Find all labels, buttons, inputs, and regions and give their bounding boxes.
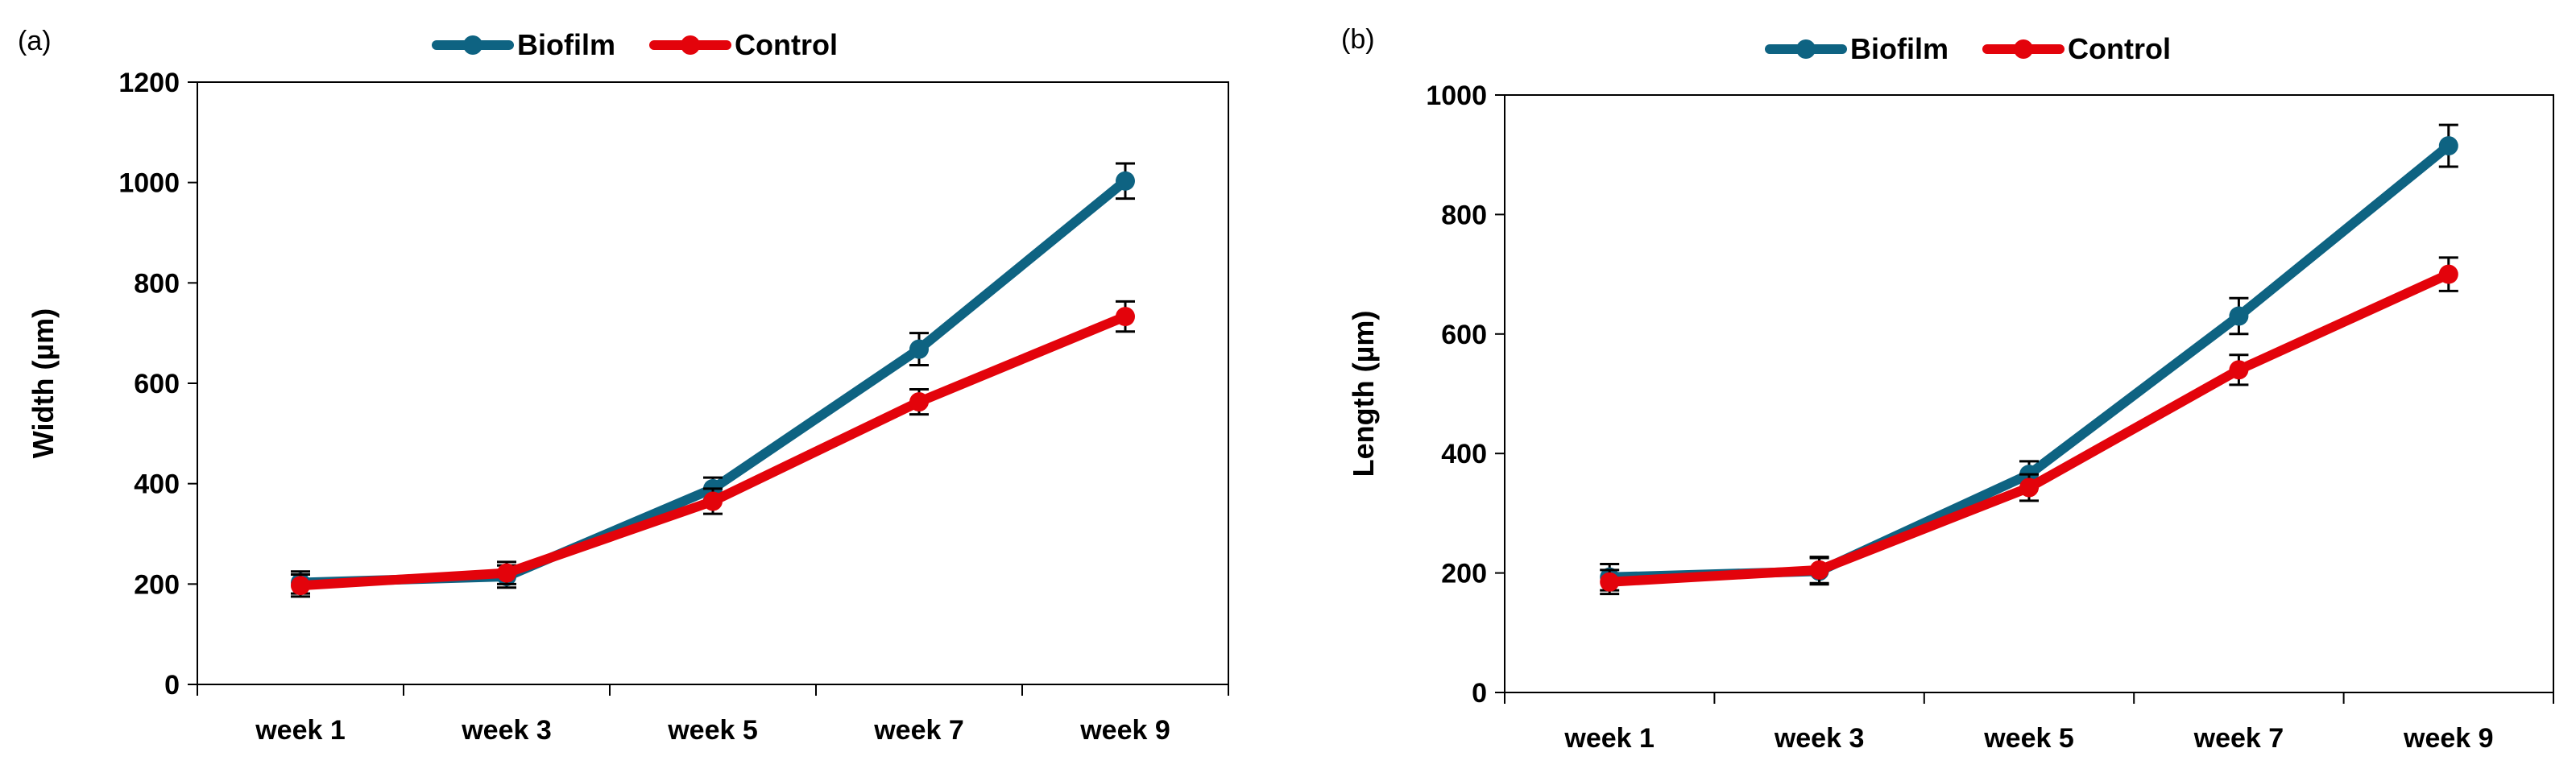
control-point [703, 491, 723, 511]
panel-label: (b) [1341, 24, 1375, 55]
y-tick-label: 0 [164, 670, 180, 701]
x-tick-label: week 3 [1774, 723, 1865, 754]
control-line [296, 312, 1130, 591]
control-point [909, 392, 929, 412]
y-tick-label: 200 [134, 569, 180, 600]
y-tick-label: 200 [1441, 559, 1487, 589]
x-tick-label: week 9 [2403, 723, 2494, 754]
plot-frame [197, 81, 1229, 685]
control-point [1600, 572, 1620, 592]
chart-panel-1: (a) 0 200 400 600 800 1000 1200 week 1 week 3 week… [18, 26, 1229, 746]
y-tick-label: 600 [134, 369, 180, 399]
biofilm-point [909, 339, 929, 359]
panel-label: (a) [18, 26, 52, 56]
biofilm-line [296, 176, 1130, 588]
series-biofilm [1600, 123, 2458, 592]
control-point [2438, 264, 2458, 284]
x-tick-label: week 1 [1563, 723, 1655, 754]
legend-marker-control [681, 35, 700, 55]
y-tick-label: 1000 [1426, 81, 1487, 111]
y-axis-label: Width (µm) [27, 308, 60, 458]
control-point [497, 563, 516, 583]
control-point [1809, 560, 1829, 580]
y-tick-label: 1200 [118, 68, 180, 98]
legend-marker-biofilm [463, 35, 482, 55]
x-tick-label: week 9 [1079, 715, 1170, 746]
legend-label-biofilm: Biofilm [517, 28, 615, 61]
plot-frame [1504, 94, 2554, 693]
x-tick-label: week 3 [461, 715, 552, 746]
x-tick-label: week 5 [667, 715, 758, 746]
legend: Biofilm Control [1765, 32, 2171, 65]
biofilm-point [2438, 136, 2458, 156]
legend-marker-control [2014, 39, 2033, 59]
x-tick-label: week 5 [1983, 723, 2074, 754]
y-tick-label: 1000 [118, 168, 180, 199]
legend-marker-biofilm [1796, 39, 1816, 59]
series-control [291, 300, 1135, 598]
control-point [291, 576, 310, 596]
y-tick-label: 800 [1441, 200, 1487, 230]
legend: Biofilm Control [432, 28, 838, 61]
x-tick-label: week 7 [873, 715, 964, 746]
biofilm-line [1605, 141, 2454, 582]
biofilm-point [1116, 171, 1135, 191]
biofilm-point [2229, 306, 2249, 326]
y-tick-label: 800 [134, 268, 180, 299]
legend-label-biofilm: Biofilm [1850, 32, 1949, 65]
x-tick-label: week 1 [255, 715, 346, 746]
control-point [2019, 477, 2039, 498]
y-tick-label: 400 [1441, 439, 1487, 469]
y-tick-label: 400 [134, 469, 180, 500]
legend-label-control: Control [2068, 32, 2171, 65]
series-control [1600, 256, 2458, 596]
y-tick-label: 0 [1472, 678, 1487, 709]
y-axis-label: Length (µm) [1347, 311, 1380, 477]
control-point [2229, 360, 2249, 380]
y-tick-label: 600 [1441, 320, 1487, 350]
control-line [1605, 269, 2454, 587]
legend-label-control: Control [735, 28, 838, 61]
control-point [1116, 307, 1135, 327]
series-biofilm [291, 162, 1135, 595]
chart-panel-2: (b) 0 200 400 600 800 1000 week 1 week 3 week 5 we… [1341, 24, 2554, 754]
x-tick-label: week 7 [2193, 723, 2284, 754]
